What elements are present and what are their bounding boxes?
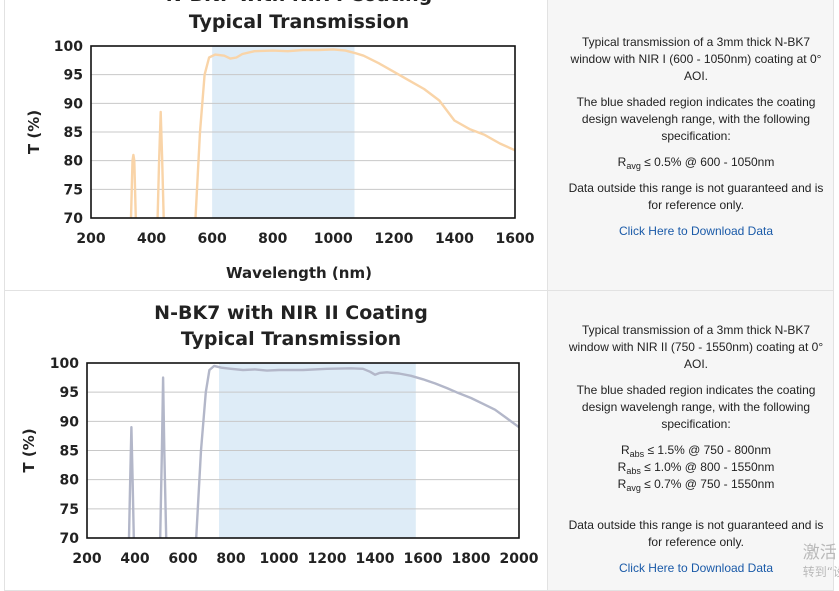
transmission-line xyxy=(194,48,515,218)
x-axis-label: Wavelength (nm) xyxy=(226,264,372,282)
x-tick-label: 1600 xyxy=(404,551,443,567)
y-tick-label: 100 xyxy=(54,39,83,55)
spec-subscript: abs xyxy=(629,449,645,459)
y-tick-label: 75 xyxy=(60,502,79,518)
transmission-chart-nir-ii: N-BK7 with NIR II Coating Typical Transmi… xyxy=(20,302,539,567)
x-tick-label: 1800 xyxy=(452,551,491,567)
y-tick-label: 95 xyxy=(64,68,83,84)
spec-list: Ravg ≤ 0.5% @ 600 - 1050nm xyxy=(562,154,830,171)
y-tick-label: 90 xyxy=(60,414,80,430)
spec-subscript: abs xyxy=(626,466,641,476)
chart-title-line: N-BK7 with NIR II Coating xyxy=(154,302,428,324)
transmission-line xyxy=(195,364,519,538)
spec-symbol: R xyxy=(620,443,630,457)
spec-value: ≤ 1.5% @ 750 - 800nm xyxy=(647,443,772,457)
y-tick-label: 70 xyxy=(64,211,84,227)
shaded-region-note: The blue shaded region indicates the coa… xyxy=(576,95,816,143)
y-tick-label: 100 xyxy=(50,356,79,372)
spec-symbol: R xyxy=(617,477,627,491)
x-tick-label: 2000 xyxy=(500,551,539,567)
watermark-line-1: 激活 W xyxy=(802,543,839,563)
product-row-nir-i: N-BK7 with NIR I Coating Typical Transmis… xyxy=(4,0,834,291)
watermark-line-2: 转到“设置 xyxy=(802,565,839,579)
description-text: Typical transmission of a 3mm thick N-BK… xyxy=(570,35,822,83)
spec-line: Ravg ≤ 0.5% @ 600 - 1050nm xyxy=(562,154,830,171)
description-text: Typical transmission of a 3mm thick N-BK… xyxy=(568,323,824,371)
spec-value: ≤ 0.7% @ 750 - 1550nm xyxy=(644,477,775,491)
chart-cell-nir-ii: N-BK7 with NIR II Coating Typical Transmi… xyxy=(5,291,548,590)
plot-frame xyxy=(86,362,520,539)
transmission-line xyxy=(127,426,135,538)
x-tick-label: 1400 xyxy=(435,231,474,247)
spec-list: Rabs ≤ 1.5% @ 750 - 800nm Rabs ≤ 1.0% @ … xyxy=(562,442,830,493)
x-tick-label: 1000 xyxy=(314,231,353,247)
y-axis-label: T (%) xyxy=(25,110,43,154)
y-tick-label: 85 xyxy=(60,444,79,460)
x-tick-label: 1600 xyxy=(496,231,535,247)
x-tick-label: 1000 xyxy=(260,551,299,567)
spec-line: Rabs ≤ 1.0% @ 800 - 1550nm xyxy=(562,459,830,476)
shaded-region-note: The blue shaded region indicates the coa… xyxy=(576,383,816,431)
x-tick-label: 1200 xyxy=(374,231,413,247)
download-data-link[interactable]: Click Here to Download Data xyxy=(618,561,774,575)
x-tick-label: 800 xyxy=(258,231,287,247)
spec-subscript: avg xyxy=(626,483,641,493)
x-tick-label: 1400 xyxy=(356,551,395,567)
y-axis-label: T (%) xyxy=(20,428,38,472)
y-tick-label: 80 xyxy=(60,473,80,489)
y-tick-label: 90 xyxy=(64,96,84,112)
chart-title-line: Typical Transmission xyxy=(181,328,401,350)
x-tick-label: 600 xyxy=(168,551,197,567)
description-cell-nir-i: Typical transmission of a 3mm thick N-BK… xyxy=(548,0,833,290)
disclaimer-text: Data outside this range is not guarantee… xyxy=(568,181,824,212)
x-tick-label: 1200 xyxy=(308,551,347,567)
spec-line: Ravg ≤ 0.7% @ 750 - 1550nm xyxy=(562,476,830,493)
os-activation-watermark: 激活 W 转到“设置 xyxy=(803,538,839,580)
description-cell-nir-ii: Typical transmission of a 3mm thick N-BK… xyxy=(548,291,833,590)
spec-symbol: R xyxy=(617,460,627,474)
spec-value: ≤ 0.5% @ 600 - 1050nm xyxy=(644,155,775,169)
spec-symbol: R xyxy=(617,155,627,169)
transmission-line xyxy=(156,110,165,218)
chart-title-line: Typical Transmission xyxy=(189,11,409,33)
plot-frame xyxy=(90,45,516,219)
chart-title-line: N-BK7 with NIR I Coating xyxy=(166,0,433,6)
spec-line: Rabs ≤ 1.5% @ 750 - 800nm xyxy=(562,442,830,459)
transmission-line xyxy=(129,153,137,218)
spec-value: ≤ 1.0% @ 800 - 1550nm xyxy=(644,460,775,474)
y-tick-label: 85 xyxy=(64,125,83,141)
description-nir-ii: Typical transmission of a 3mm thick N-BK… xyxy=(562,322,830,577)
disclaimer-text: Data outside this range is not guarantee… xyxy=(568,518,824,549)
spec-subscript: avg xyxy=(626,161,641,171)
x-tick-label: 600 xyxy=(198,231,227,247)
y-tick-label: 70 xyxy=(60,531,80,547)
chart-cell-nir-i: N-BK7 with NIR I Coating Typical Transmis… xyxy=(5,0,548,290)
x-tick-label: 400 xyxy=(137,231,166,247)
transmission-line xyxy=(159,376,168,538)
description-nir-i: Typical transmission of a 3mm thick N-BK… xyxy=(562,34,830,240)
product-row-nir-ii: N-BK7 with NIR II Coating Typical Transmi… xyxy=(4,291,834,591)
y-tick-label: 75 xyxy=(64,182,83,198)
transmission-chart-nir-i: N-BK7 with NIR I Coating Typical Transmis… xyxy=(25,0,535,282)
x-tick-label: 200 xyxy=(72,551,101,567)
y-tick-label: 95 xyxy=(60,385,79,401)
download-data-link[interactable]: Click Here to Download Data xyxy=(618,224,774,238)
x-tick-label: 200 xyxy=(76,231,105,247)
x-tick-label: 800 xyxy=(216,551,245,567)
y-tick-label: 80 xyxy=(64,154,84,170)
x-tick-label: 400 xyxy=(120,551,149,567)
